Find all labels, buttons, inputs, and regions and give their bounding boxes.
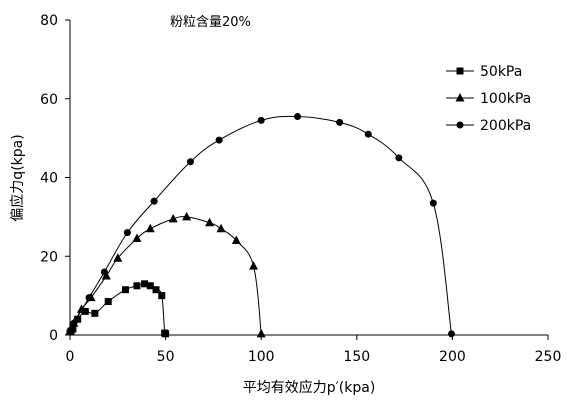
data-point [121,286,129,294]
data-point [249,261,259,270]
x-tick-label: 200 [439,349,466,365]
data-point [205,217,215,227]
y-tick-label: 20 [40,249,58,265]
data-point [101,270,111,280]
data-point [66,327,74,335]
data-point [145,223,155,233]
data-point [158,292,166,300]
data-point [74,315,82,323]
data-point [146,282,154,290]
legend-marker [455,93,465,102]
data-point [215,136,223,144]
data-point [429,199,437,207]
data-point [152,286,160,294]
x-tick-label: 50 [157,349,175,365]
series-line [69,115,452,334]
legend-item: 200kPa [446,118,531,134]
legend-label: 200kPa [480,118,531,134]
data-point [104,298,112,306]
x-tick-label: 0 [66,349,75,365]
data-point [294,112,302,120]
y-tick-label: 60 [40,92,58,108]
data-point [133,282,141,290]
data-point [70,319,78,327]
legend-label: 100kPa [480,91,531,107]
y-axis-label: 偏应力q(kpa) [9,134,26,221]
x-tick-label: 150 [343,349,370,365]
data-point [256,328,266,338]
data-point [186,158,194,166]
data-point [100,268,108,276]
data-point [123,229,131,237]
data-point [182,211,192,221]
data-point [85,294,93,302]
legend-marker [456,121,464,129]
data-point [132,233,142,243]
legend: 50kPa 100kPa 200kPa [446,64,531,134]
y-tick-label: 0 [49,328,58,344]
data-point [216,223,226,233]
data-point [91,309,99,317]
data-point [150,197,158,205]
y-tick-label: 80 [40,13,58,29]
data-point [336,118,344,126]
x-tick-label: 100 [248,349,275,365]
data-point [364,130,372,138]
data-point [231,235,241,244]
x-tick-label: 250 [535,349,562,365]
legend-item: 50kPa [446,64,522,80]
data-point [168,213,178,223]
legend-label: 50kPa [480,64,522,80]
series-100kPa [65,211,266,338]
data-point [141,280,149,288]
series-line [69,216,262,334]
series-50kPa [67,280,170,338]
legend-item: 100kPa [446,91,531,107]
legend-marker [456,67,464,75]
data-point [113,253,123,262]
data-point [257,116,265,124]
data-point [162,330,170,338]
data-point [76,304,86,313]
y-tick-label: 40 [40,171,58,187]
series-200kPa [66,112,455,338]
data-point [81,307,89,315]
data-point [447,330,455,338]
axes [69,20,548,336]
content-annotation: 粉粒含量20% [170,14,251,30]
x-axis-label: 平均有效应力p′(kpa) [243,379,376,396]
data-point [395,154,403,162]
